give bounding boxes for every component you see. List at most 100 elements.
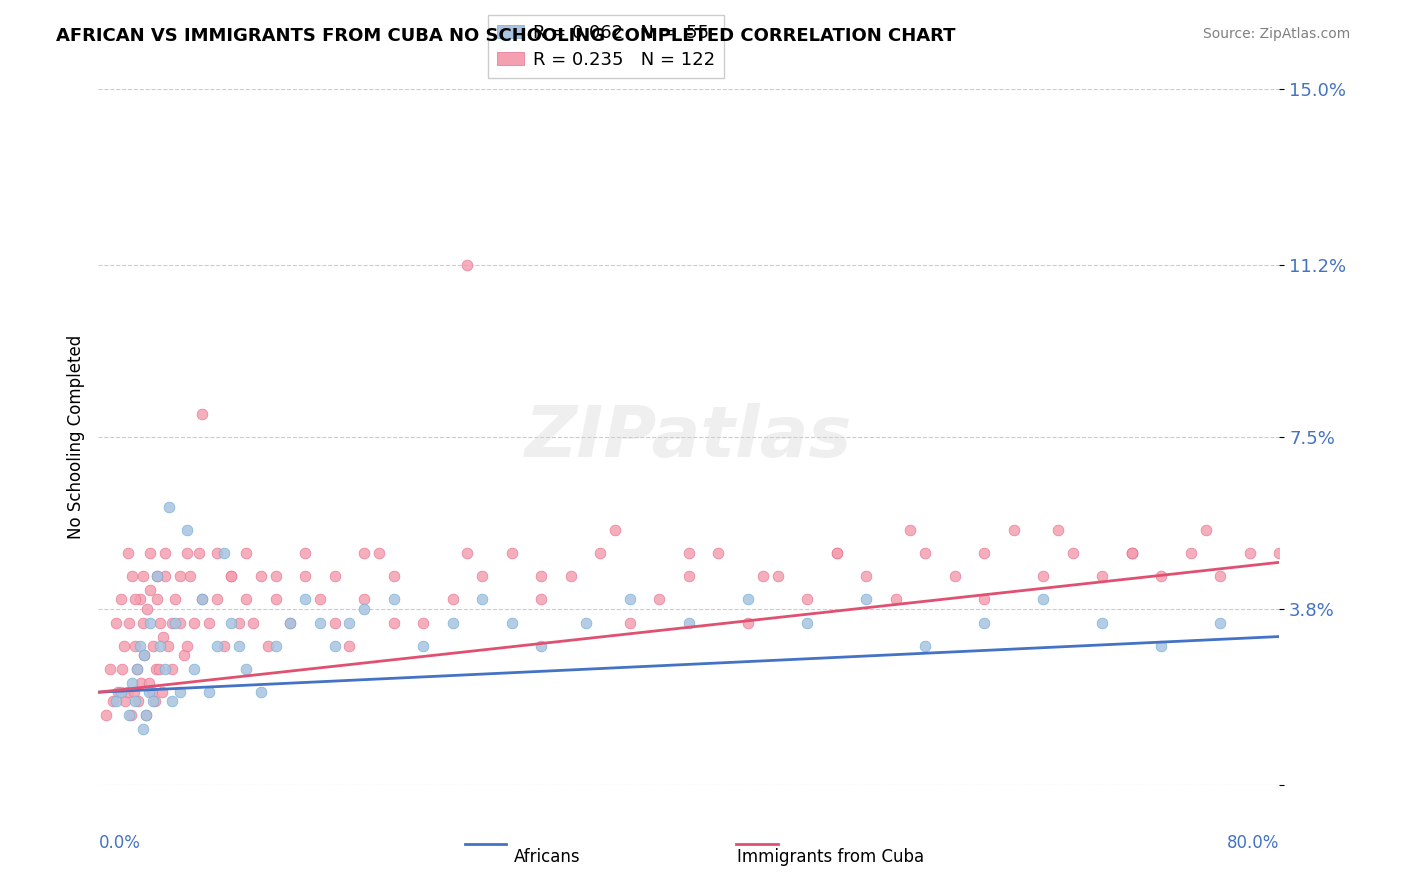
Point (1150, 569, 1173, 583)
Point (132, 615, 155, 630)
Point (707, 546, 730, 560)
Point (165, 615, 187, 630)
Point (125, 662, 148, 676)
Point (1150, 639, 1173, 653)
Point (138, 676, 160, 690)
Point (280, 615, 302, 630)
Point (353, 592, 375, 607)
Point (382, 592, 405, 607)
Point (134, 648, 156, 662)
Point (142, 694, 165, 708)
Point (441, 592, 464, 607)
Point (212, 546, 235, 560)
Point (169, 615, 191, 630)
Point (855, 592, 877, 607)
Point (153, 662, 176, 676)
Point (141, 685, 163, 699)
Point (107, 685, 129, 699)
Point (294, 592, 316, 607)
Point (156, 639, 179, 653)
Point (143, 694, 166, 708)
Point (678, 569, 700, 583)
Point (176, 546, 198, 560)
Point (118, 615, 141, 630)
Point (212, 639, 235, 653)
Point (134, 648, 156, 662)
Point (124, 592, 146, 607)
Point (235, 592, 257, 607)
Point (138, 685, 160, 699)
Point (309, 615, 332, 630)
Point (382, 615, 405, 630)
Point (294, 569, 316, 583)
Point (148, 662, 170, 676)
Point (323, 639, 346, 653)
Point (250, 569, 273, 583)
Point (228, 615, 250, 630)
Point (176, 523, 198, 537)
Text: AFRICAN VS IMMIGRANTS FROM CUBA NO SCHOOLING COMPLETED CORRELATION CHART: AFRICAN VS IMMIGRANTS FROM CUBA NO SCHOO… (56, 27, 956, 45)
Point (294, 546, 316, 560)
Point (139, 583, 162, 598)
Point (1062, 546, 1084, 560)
Point (121, 676, 143, 690)
Point (191, 407, 214, 421)
Point (339, 639, 361, 653)
Point (1239, 546, 1261, 560)
Point (530, 592, 553, 607)
Point (149, 639, 172, 653)
Point (169, 685, 191, 699)
Point (471, 592, 494, 607)
Point (235, 546, 257, 560)
Point (1121, 546, 1143, 560)
Point (98, 662, 121, 676)
Y-axis label: No Schooling Completed: No Schooling Completed (66, 335, 84, 539)
Point (368, 546, 391, 560)
Text: Source: ZipAtlas.com: Source: ZipAtlas.com (1202, 27, 1350, 41)
Point (914, 546, 936, 560)
Point (110, 685, 132, 699)
Point (457, 546, 479, 560)
Point (94, 708, 117, 723)
Point (169, 569, 191, 583)
Point (149, 615, 172, 630)
Point (235, 662, 257, 676)
Point (250, 685, 273, 699)
Point (129, 676, 152, 690)
Point (825, 546, 848, 560)
Point (353, 601, 375, 615)
Point (1091, 569, 1114, 583)
Point (1032, 592, 1054, 607)
Point (221, 615, 243, 630)
Point (139, 615, 162, 630)
Point (191, 592, 214, 607)
Point (139, 546, 162, 560)
Point (973, 546, 995, 560)
Point (353, 546, 375, 560)
Text: ZIPatlas: ZIPatlas (526, 402, 852, 472)
Point (530, 639, 553, 653)
Point (173, 648, 195, 662)
Point (191, 592, 214, 607)
Point (183, 615, 205, 630)
Text: 0.0%: 0.0% (98, 834, 141, 852)
Point (1121, 546, 1143, 560)
Point (187, 546, 209, 560)
Point (457, 259, 479, 273)
Point (228, 639, 250, 653)
Point (183, 662, 205, 676)
Point (323, 615, 346, 630)
Point (120, 708, 142, 723)
Point (135, 708, 157, 723)
Point (1209, 569, 1232, 583)
Point (146, 569, 169, 583)
Point (884, 592, 907, 607)
Point (575, 615, 598, 630)
Point (737, 592, 759, 607)
Point (153, 546, 176, 560)
Point (973, 615, 995, 630)
Point (678, 615, 700, 630)
Point (205, 639, 228, 653)
Point (1047, 523, 1070, 537)
Point (157, 500, 180, 514)
